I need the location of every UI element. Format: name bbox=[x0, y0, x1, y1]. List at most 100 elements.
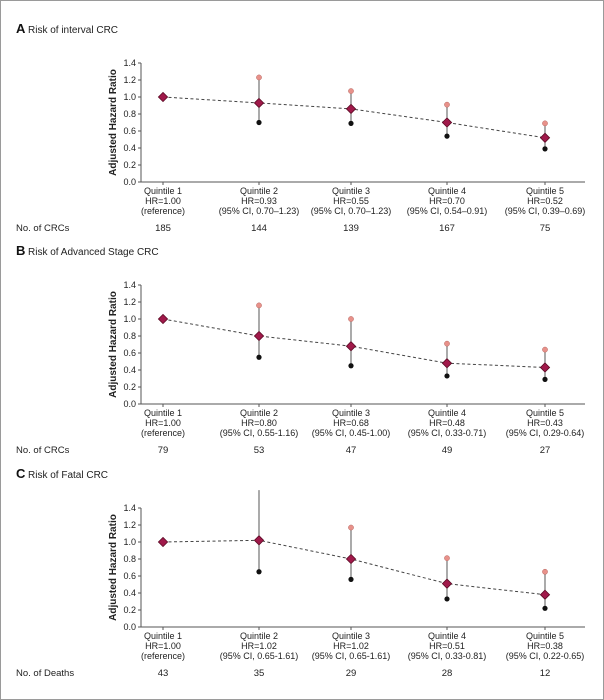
panel-title: Risk of interval CRC bbox=[28, 25, 118, 36]
hazard-ratio-point bbox=[539, 132, 551, 143]
hr-text: HR=0.80 bbox=[241, 418, 277, 428]
count-value: 79 bbox=[158, 445, 169, 456]
category-label: Quintile 3 bbox=[332, 408, 370, 418]
y-tick-label: 1.4 bbox=[123, 58, 136, 68]
ci-upper-marker bbox=[444, 340, 450, 347]
ci-upper-marker bbox=[542, 568, 548, 575]
y-tick-label: 0.6 bbox=[123, 126, 136, 136]
ci-lower-marker bbox=[542, 605, 548, 611]
counts-label: No. of CRCs bbox=[16, 223, 70, 234]
ci-text: (95% CI, 0.70–1.23) bbox=[219, 206, 300, 216]
category-label: Quintile 4 bbox=[428, 186, 466, 196]
hr-text: HR=0.43 bbox=[527, 418, 563, 428]
ci-text: (95% CI, 0.70–1.23) bbox=[311, 206, 392, 216]
count-value: 75 bbox=[540, 223, 551, 234]
ci-text: (95% CI, 0.39–0.69) bbox=[505, 206, 586, 216]
ci-lower-marker bbox=[444, 373, 450, 379]
y-tick-label: 1.0 bbox=[123, 537, 136, 547]
y-tick-label: 0.4 bbox=[123, 588, 136, 598]
y-tick-label: 0.6 bbox=[123, 348, 136, 358]
ci-upper-marker bbox=[348, 316, 354, 322]
count-value: 167 bbox=[439, 223, 455, 234]
hr-text: HR=0.48 bbox=[429, 418, 465, 428]
y-tick-label: 1.0 bbox=[123, 92, 136, 102]
y-tick-label: 0.4 bbox=[123, 143, 136, 153]
count-value: 27 bbox=[540, 445, 551, 456]
count-value: 47 bbox=[346, 445, 357, 456]
hr-text: HR=1.00 bbox=[145, 196, 181, 206]
ci-upper-marker bbox=[256, 302, 262, 309]
hazard-ratio-point bbox=[157, 313, 169, 325]
count-value: 49 bbox=[442, 445, 453, 456]
hazard-ratio-point bbox=[539, 589, 551, 600]
y-tick-label: 0.2 bbox=[123, 160, 136, 170]
y-tick-label: 1.2 bbox=[123, 297, 136, 307]
count-value: 53 bbox=[254, 445, 265, 456]
hr-text: HR=0.38 bbox=[527, 641, 563, 651]
ci-text: (95% CI, 0.29-0.64) bbox=[506, 428, 585, 438]
ci-lower-marker bbox=[348, 363, 354, 369]
y-tick-label: 0.8 bbox=[123, 331, 136, 341]
count-value: 12 bbox=[540, 668, 551, 679]
hr-text: HR=0.70 bbox=[429, 196, 465, 206]
ci-text: (95% CI, 0.65-1.61) bbox=[312, 651, 391, 661]
ci-text: (95% CI, 0.65-1.61) bbox=[220, 651, 299, 661]
hazard-ratio-point bbox=[157, 536, 169, 548]
hazard-ratio-point bbox=[253, 97, 265, 109]
ci-lower-marker bbox=[348, 120, 354, 126]
count-value: 29 bbox=[346, 668, 357, 679]
category-label: Quintile 3 bbox=[332, 186, 370, 196]
ci-text: (95% CI, 0.33-0.81) bbox=[408, 651, 487, 661]
hr-text: HR=1.00 bbox=[145, 641, 181, 651]
category-label: Quintile 2 bbox=[240, 186, 278, 196]
category-label: Quintile 1 bbox=[144, 408, 182, 418]
hazard-ratio-point bbox=[345, 103, 357, 115]
trend-line bbox=[162, 96, 546, 139]
panel-title: Risk of Advanced Stage CRC bbox=[28, 247, 159, 258]
ci-text: (reference) bbox=[141, 651, 185, 661]
ci-lower-marker bbox=[542, 146, 548, 152]
ci-text: (95% CI, 0.33-0.71) bbox=[408, 428, 487, 438]
trend-line bbox=[162, 539, 546, 596]
hazard-ratio-point bbox=[253, 535, 265, 546]
hazard-ratio-point bbox=[345, 341, 357, 352]
category-label: Quintile 1 bbox=[144, 631, 182, 641]
ci-lower-marker bbox=[256, 119, 262, 126]
hr-text: HR=1.02 bbox=[241, 641, 277, 651]
count-value: 35 bbox=[254, 668, 265, 679]
y-tick-label: 0.0 bbox=[123, 399, 136, 409]
y-tick-label: 1.4 bbox=[123, 503, 136, 513]
ci-text: (95% CI, 0.22-0.65) bbox=[506, 651, 585, 661]
category-label: Quintile 5 bbox=[526, 186, 564, 196]
hazard-ratio-point bbox=[441, 358, 453, 369]
ci-text: (reference) bbox=[141, 428, 185, 438]
hazard-ratio-point bbox=[253, 330, 265, 342]
category-label: Quintile 2 bbox=[240, 408, 278, 418]
hr-text: HR=0.51 bbox=[429, 641, 465, 651]
ci-lower-marker bbox=[256, 354, 262, 360]
category-label: Quintile 3 bbox=[332, 631, 370, 641]
y-tick-label: 0.0 bbox=[123, 177, 136, 187]
hr-text: HR=0.68 bbox=[333, 418, 369, 428]
hr-text: HR=0.52 bbox=[527, 196, 563, 206]
ci-text: (95% CI, 0.55-1.16) bbox=[220, 428, 299, 438]
hr-text: HR=1.00 bbox=[145, 418, 181, 428]
hr-text: HR=0.93 bbox=[241, 196, 277, 206]
y-axis-label: Adjusted Hazard Ratio bbox=[108, 514, 119, 621]
category-label: Quintile 1 bbox=[144, 186, 182, 196]
count-value: 139 bbox=[343, 223, 359, 234]
category-label: Quintile 4 bbox=[428, 631, 466, 641]
panel-title: Risk of Fatal CRC bbox=[28, 470, 108, 481]
ci-lower-marker bbox=[542, 376, 548, 382]
ci-text: (reference) bbox=[141, 206, 185, 216]
hazard-ratio-point bbox=[441, 578, 453, 589]
y-tick-label: 0.0 bbox=[123, 622, 136, 632]
y-axis-label: Adjusted Hazard Ratio bbox=[108, 69, 119, 176]
counts-label: No. of Deaths bbox=[16, 668, 74, 679]
hazard-ratio-point bbox=[345, 553, 357, 565]
ci-text: (95% CI, 0.54–0.91) bbox=[407, 206, 488, 216]
counts-label: No. of CRCs bbox=[16, 445, 70, 456]
count-value: 185 bbox=[155, 223, 171, 234]
y-tick-label: 1.4 bbox=[123, 280, 136, 290]
